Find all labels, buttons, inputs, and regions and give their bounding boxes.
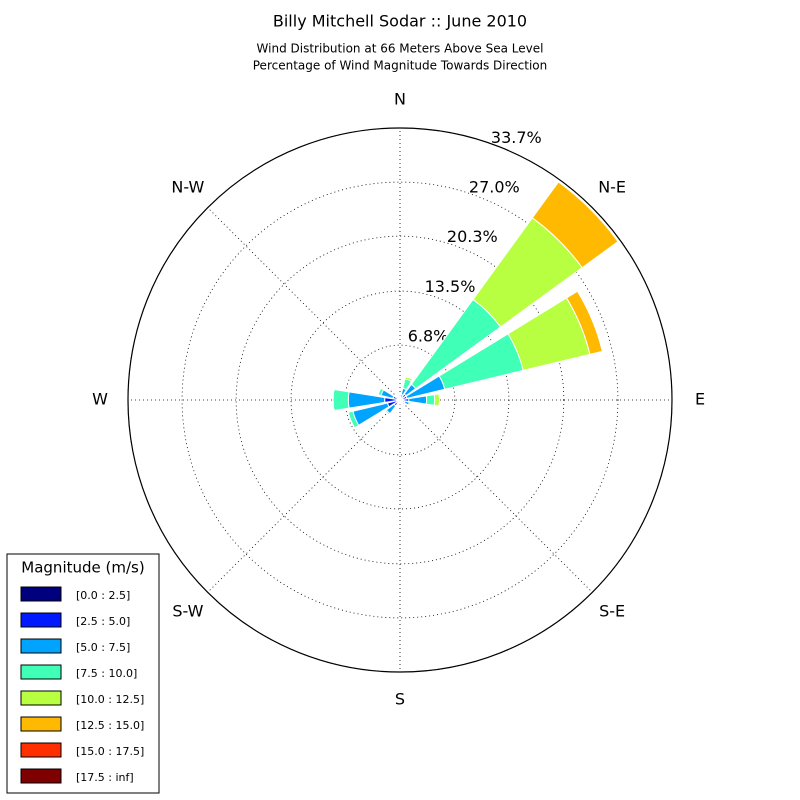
wind-bar (377, 387, 382, 395)
r-tick-label: 6.8% (408, 327, 449, 346)
direction-label: E (695, 390, 705, 409)
legend-label: [10.0 : 12.5] (76, 693, 144, 706)
direction-label: N-E (598, 177, 626, 196)
direction-label: S-E (599, 602, 625, 621)
direction-label: N (394, 90, 406, 109)
chart-title: Billy Mitchell Sodar :: June 2010 (273, 12, 527, 31)
legend-swatch (20, 612, 62, 628)
direction-label: W (92, 390, 108, 409)
legend-label: [12.5 : 15.0] (76, 719, 144, 732)
direction-label: S (395, 690, 405, 709)
legend-swatch (20, 768, 62, 784)
legend-swatch (20, 664, 62, 680)
legend-swatch (20, 716, 62, 732)
wind-bar (332, 388, 350, 412)
r-tick-label: 13.5% (425, 277, 476, 296)
r-tick-label: 33.7% (491, 128, 542, 147)
legend-swatch (20, 690, 62, 706)
legend-label: [5.0 : 7.5] (76, 641, 130, 654)
legend-label: [0.0 : 2.5] (76, 589, 130, 602)
legend-label: [7.5 : 10.0] (76, 667, 137, 680)
wind-bar (409, 402, 412, 407)
grid-spoke (399, 399, 593, 593)
legend-label: [15.0 : 17.5] (76, 745, 144, 758)
legend-swatch (20, 742, 62, 758)
wind-bar (347, 412, 356, 429)
grid-ring (235, 235, 565, 565)
legend-label: [2.5 : 5.0] (76, 615, 130, 628)
legend-swatch (20, 586, 62, 602)
bars (332, 181, 619, 429)
wind-bar (397, 403, 400, 406)
legend-title: Magnitude (m/s) (21, 559, 144, 577)
wind-bar (433, 393, 441, 407)
grid-spoke (207, 207, 401, 401)
grid-ring (181, 181, 619, 619)
wind-bar (425, 393, 436, 407)
chart-subtitle: Wind Distribution at 66 Meters Above Sea… (257, 42, 544, 56)
grid-spoke (207, 399, 401, 593)
legend-swatch (20, 638, 62, 654)
grid-ring (127, 127, 673, 673)
chart-subtitle: Percentage of Wind Magnitude Towards Dir… (253, 59, 547, 73)
wind-bar (384, 410, 390, 416)
direction-label: S-W (172, 602, 203, 621)
legend-label: [17.5 : inf] (76, 771, 134, 784)
r-tick-label: 27.0% (469, 178, 520, 197)
direction-label: N-W (171, 177, 204, 196)
r-tick-label: 20.3% (447, 227, 498, 246)
